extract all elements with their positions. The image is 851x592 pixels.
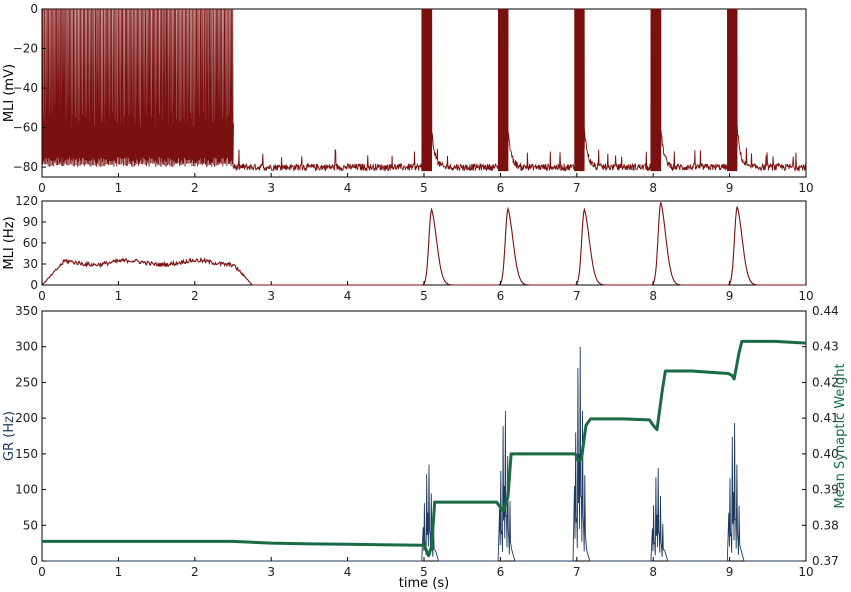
x-tick-label: 2 bbox=[191, 289, 199, 303]
y-tick-label: 100 bbox=[15, 483, 38, 497]
y-tick-label: 0.40 bbox=[812, 447, 839, 461]
x-tick-label: 8 bbox=[649, 289, 657, 303]
x-tick-label: 0 bbox=[38, 181, 46, 195]
rate-y-ticks: 0 30 60 90 120 bbox=[15, 194, 46, 292]
y-tick-label: 0 bbox=[30, 2, 38, 16]
y-tick-label: 0.44 bbox=[812, 304, 839, 318]
weight-y-label: Mean Synaptic Weight bbox=[833, 363, 848, 508]
y-tick-label: 120 bbox=[15, 194, 38, 208]
x-tick-label: 5 bbox=[420, 289, 428, 303]
y-tick-label: 0.43 bbox=[812, 340, 839, 354]
weight-trace-line bbox=[42, 339, 807, 558]
gr-y-label: GR (Hz) bbox=[2, 411, 17, 461]
vm-y-ticks: 0 −20 −40 −60 −80 bbox=[13, 2, 46, 174]
x-axis-label: time (s) bbox=[399, 576, 449, 591]
y-tick-label: 0.42 bbox=[812, 375, 839, 389]
vm-trace-group bbox=[42, 8, 806, 173]
y-tick-label: −40 bbox=[13, 81, 38, 95]
x-tick-label: 1 bbox=[115, 289, 123, 303]
rate-trace-line bbox=[41, 202, 806, 286]
x-tick-label: 5 bbox=[420, 565, 428, 579]
vm-trace-line bbox=[42, 8, 806, 173]
y-tick-label: −80 bbox=[13, 160, 38, 174]
y-tick-label: 0.41 bbox=[812, 411, 839, 425]
x-tick-label: 10 bbox=[798, 289, 813, 303]
y-tick-label: −60 bbox=[13, 121, 38, 135]
vm-panel: 0 1 2 3 4 5 6 7 8 9 10 0 −20 −40 −60 −80 MLI (mV) bbox=[2, 2, 814, 195]
rate-panel-frame bbox=[41, 200, 807, 286]
x-tick-label: 5 bbox=[420, 181, 428, 195]
x-tick-label: 3 bbox=[267, 565, 275, 579]
y-tick-label: 350 bbox=[15, 304, 38, 318]
x-tick-label: 10 bbox=[798, 181, 813, 195]
x-tick-label: 6 bbox=[497, 181, 505, 195]
vm-burst-block bbox=[498, 9, 509, 168]
x-tick-label: 6 bbox=[497, 289, 505, 303]
x-tick-label: 9 bbox=[726, 565, 734, 579]
x-tick-label: 9 bbox=[726, 289, 734, 303]
y-tick-label: 150 bbox=[15, 447, 38, 461]
x-tick-label: 3 bbox=[267, 181, 275, 195]
y-tick-label: 300 bbox=[15, 340, 38, 354]
y-tick-label: 60 bbox=[23, 236, 38, 250]
vm-burst-block bbox=[421, 9, 432, 168]
x-tick-label: 7 bbox=[573, 565, 581, 579]
y-tick-label: 250 bbox=[15, 375, 38, 389]
gr-x-ticks: 0 1 2 3 4 5 6 7 8 9 10 bbox=[38, 557, 814, 579]
x-tick-label: 8 bbox=[649, 181, 657, 195]
rate-y-label: MLI (Hz) bbox=[2, 216, 17, 269]
y-tick-label: 30 bbox=[23, 257, 38, 271]
y-tick-label: 0 bbox=[30, 554, 38, 568]
vm-burst-block bbox=[574, 9, 585, 168]
rate-trace-group bbox=[41, 202, 806, 286]
vm-x-ticks: 0 1 2 3 4 5 6 7 8 9 10 bbox=[38, 173, 814, 195]
y-tick-label: 0 bbox=[30, 278, 38, 292]
y-tick-label: 0.37 bbox=[812, 554, 839, 568]
x-tick-label: 9 bbox=[726, 181, 734, 195]
x-tick-label: 7 bbox=[573, 181, 581, 195]
gr-y-ticks: 0 50 100 150 200 250 300 350 bbox=[15, 304, 46, 568]
x-tick-label: 2 bbox=[191, 565, 199, 579]
x-tick-label: 4 bbox=[344, 289, 352, 303]
y-tick-label: −20 bbox=[13, 42, 38, 56]
x-tick-label: 2 bbox=[191, 181, 199, 195]
vm-burst-block bbox=[727, 9, 738, 168]
rate-panel: 0 1 2 3 4 5 6 7 8 9 10 0 30 60 90 120 MLI (Hz) bbox=[2, 194, 814, 303]
x-tick-label: 4 bbox=[344, 181, 352, 195]
y-tick-label: 50 bbox=[23, 518, 38, 532]
x-tick-label: 1 bbox=[115, 565, 123, 579]
x-tick-label: 8 bbox=[649, 565, 657, 579]
x-tick-label: 7 bbox=[573, 289, 581, 303]
gr-trace-group bbox=[42, 346, 806, 562]
y-tick-label: 0.38 bbox=[812, 518, 839, 532]
x-tick-label: 4 bbox=[344, 565, 352, 579]
y-tick-label: 0.39 bbox=[812, 483, 839, 497]
x-tick-label: 0 bbox=[38, 565, 46, 579]
weight-y-ticks: 0.37 0.38 0.39 0.40 0.41 0.42 0.43 0.44 bbox=[802, 304, 839, 568]
vm-burst-block bbox=[650, 9, 661, 168]
x-tick-label: 0 bbox=[38, 289, 46, 303]
rate-x-ticks: 0 1 2 3 4 5 6 7 8 9 10 bbox=[38, 281, 814, 303]
x-tick-label: 1 bbox=[115, 181, 123, 195]
x-tick-label: 6 bbox=[497, 565, 505, 579]
y-tick-label: 200 bbox=[15, 411, 38, 425]
x-tick-label: 3 bbox=[267, 289, 275, 303]
y-tick-label: 90 bbox=[23, 215, 38, 229]
gr-trace-line bbox=[42, 346, 806, 562]
vm-y-label: MLI (mV) bbox=[2, 64, 17, 122]
weight-trace-group bbox=[42, 339, 807, 558]
x-tick-label: 10 bbox=[798, 565, 813, 579]
